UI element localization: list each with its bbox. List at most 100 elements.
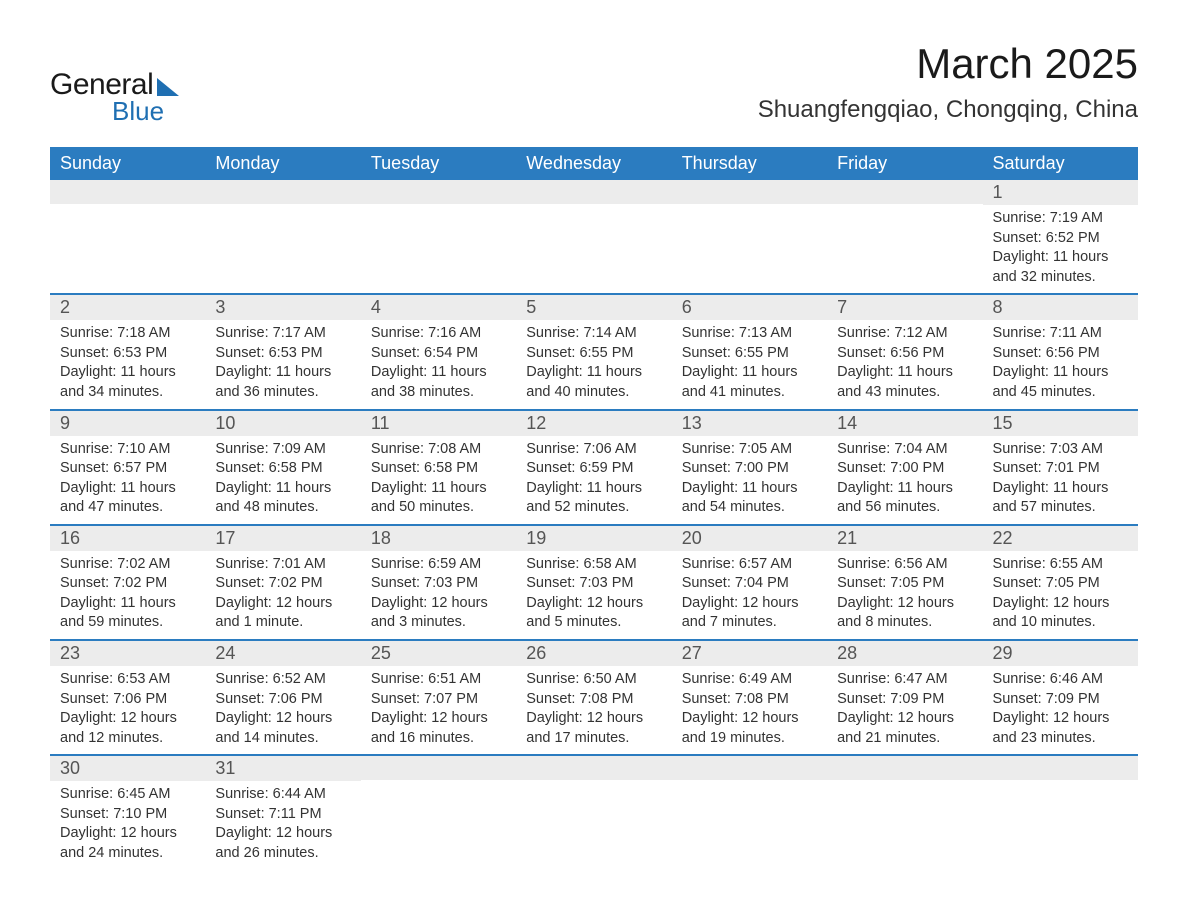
empty-day-num [361, 180, 516, 204]
sunset-text: Sunset: 7:03 PM [526, 574, 661, 594]
daylight-text: Daylight: 12 hours and 3 minutes. [371, 594, 506, 633]
sunrise-text: Sunrise: 6:45 AM [60, 785, 195, 805]
calendar-week-num-row: 9101112131415 [50, 410, 1138, 436]
day-number: 16 [50, 526, 205, 551]
sunset-text: Sunset: 6:56 PM [993, 344, 1128, 364]
daylight-text: Daylight: 11 hours and 40 minutes. [526, 363, 661, 402]
sunset-text: Sunset: 7:07 PM [371, 690, 506, 710]
day-number: 1 [983, 180, 1138, 205]
sunset-text: Sunset: 6:58 PM [215, 459, 350, 479]
weekday-header: Monday [205, 147, 360, 180]
day-details: Sunrise: 7:18 AMSunset: 6:53 PMDaylight:… [50, 320, 205, 408]
empty-day-num [672, 756, 827, 780]
sunrise-text: Sunrise: 6:49 AM [682, 670, 817, 690]
day-details: Sunrise: 6:44 AMSunset: 7:11 PMDaylight:… [205, 781, 360, 869]
logo: General Blue [50, 40, 179, 127]
empty-day-body [827, 205, 982, 283]
sunset-text: Sunset: 6:54 PM [371, 344, 506, 364]
weekday-header: Tuesday [361, 147, 516, 180]
day-details: Sunrise: 6:58 AMSunset: 7:03 PMDaylight:… [516, 551, 671, 639]
sunset-text: Sunset: 6:58 PM [371, 459, 506, 479]
sunset-text: Sunset: 7:06 PM [215, 690, 350, 710]
sunrise-text: Sunrise: 7:04 AM [837, 440, 972, 460]
sunrise-text: Sunrise: 7:19 AM [993, 209, 1128, 229]
empty-day-body [672, 205, 827, 283]
sunrise-text: Sunrise: 6:51 AM [371, 670, 506, 690]
empty-day-body [516, 205, 671, 283]
sunset-text: Sunset: 6:52 PM [993, 229, 1128, 249]
weekday-header: Friday [827, 147, 982, 180]
day-number: 23 [50, 641, 205, 666]
day-number: 21 [827, 526, 982, 551]
sunrise-text: Sunrise: 6:44 AM [215, 785, 350, 805]
daylight-text: Daylight: 11 hours and 59 minutes. [60, 594, 195, 633]
day-details: Sunrise: 6:46 AMSunset: 7:09 PMDaylight:… [983, 666, 1138, 754]
calendar-week-num-row: 3031 [50, 755, 1138, 781]
day-details: Sunrise: 7:06 AMSunset: 6:59 PMDaylight:… [516, 436, 671, 524]
day-details: Sunrise: 7:12 AMSunset: 6:56 PMDaylight:… [827, 320, 982, 408]
empty-day-body [672, 781, 827, 859]
day-number: 24 [205, 641, 360, 666]
empty-day-body [361, 781, 516, 859]
daylight-text: Daylight: 12 hours and 12 minutes. [60, 709, 195, 748]
sunset-text: Sunset: 6:59 PM [526, 459, 661, 479]
calendar-week-num-row: 1 [50, 180, 1138, 205]
sunrise-text: Sunrise: 6:59 AM [371, 555, 506, 575]
sunset-text: Sunset: 7:02 PM [215, 574, 350, 594]
day-number: 12 [516, 411, 671, 436]
day-number: 30 [50, 756, 205, 781]
empty-day-body [983, 781, 1138, 859]
day-details: Sunrise: 7:08 AMSunset: 6:58 PMDaylight:… [361, 436, 516, 524]
day-number: 5 [516, 295, 671, 320]
daylight-text: Daylight: 11 hours and 36 minutes. [215, 363, 350, 402]
calendar-week-body-row: Sunrise: 6:45 AMSunset: 7:10 PMDaylight:… [50, 781, 1138, 869]
sunset-text: Sunset: 7:02 PM [60, 574, 195, 594]
day-details: Sunrise: 7:10 AMSunset: 6:57 PMDaylight:… [50, 436, 205, 524]
sunset-text: Sunset: 6:55 PM [682, 344, 817, 364]
empty-day-num [361, 756, 516, 780]
day-number: 2 [50, 295, 205, 320]
day-details: Sunrise: 7:16 AMSunset: 6:54 PMDaylight:… [361, 320, 516, 408]
sunset-text: Sunset: 6:53 PM [215, 344, 350, 364]
empty-day-body [50, 205, 205, 283]
day-details: Sunrise: 7:14 AMSunset: 6:55 PMDaylight:… [516, 320, 671, 408]
day-details: Sunrise: 6:49 AMSunset: 7:08 PMDaylight:… [672, 666, 827, 754]
daylight-text: Daylight: 12 hours and 14 minutes. [215, 709, 350, 748]
day-number: 22 [983, 526, 1138, 551]
day-number: 29 [983, 641, 1138, 666]
day-number: 28 [827, 641, 982, 666]
sunset-text: Sunset: 7:05 PM [837, 574, 972, 594]
location-subtitle: Shuangfengqiao, Chongqing, China [758, 96, 1138, 124]
day-details: Sunrise: 6:50 AMSunset: 7:08 PMDaylight:… [516, 666, 671, 754]
sunrise-text: Sunrise: 7:08 AM [371, 440, 506, 460]
daylight-text: Daylight: 12 hours and 17 minutes. [526, 709, 661, 748]
empty-day-num [516, 756, 671, 780]
weekday-header: Thursday [672, 147, 827, 180]
sunrise-text: Sunrise: 6:56 AM [837, 555, 972, 575]
sunset-text: Sunset: 6:57 PM [60, 459, 195, 479]
day-details: Sunrise: 6:59 AMSunset: 7:03 PMDaylight:… [361, 551, 516, 639]
calendar-week-num-row: 23242526272829 [50, 640, 1138, 666]
daylight-text: Daylight: 12 hours and 7 minutes. [682, 594, 817, 633]
sunset-text: Sunset: 7:00 PM [837, 459, 972, 479]
sunset-text: Sunset: 7:03 PM [371, 574, 506, 594]
month-title: March 2025 [758, 40, 1138, 88]
daylight-text: Daylight: 11 hours and 47 minutes. [60, 479, 195, 518]
day-number: 27 [672, 641, 827, 666]
day-number: 8 [983, 295, 1138, 320]
day-details: Sunrise: 7:02 AMSunset: 7:02 PMDaylight:… [50, 551, 205, 639]
weekday-header: Sunday [50, 147, 205, 180]
day-number: 19 [516, 526, 671, 551]
sunrise-text: Sunrise: 7:05 AM [682, 440, 817, 460]
day-details: Sunrise: 7:09 AMSunset: 6:58 PMDaylight:… [205, 436, 360, 524]
sunset-text: Sunset: 7:09 PM [993, 690, 1128, 710]
daylight-text: Daylight: 12 hours and 10 minutes. [993, 594, 1128, 633]
weekday-header: Saturday [983, 147, 1138, 180]
calendar-week-body-row: Sunrise: 7:18 AMSunset: 6:53 PMDaylight:… [50, 320, 1138, 409]
day-details: Sunrise: 6:56 AMSunset: 7:05 PMDaylight:… [827, 551, 982, 639]
sunrise-text: Sunrise: 7:17 AM [215, 324, 350, 344]
daylight-text: Daylight: 11 hours and 57 minutes. [993, 479, 1128, 518]
empty-day-num [50, 180, 205, 204]
daylight-text: Daylight: 11 hours and 38 minutes. [371, 363, 506, 402]
day-details: Sunrise: 6:51 AMSunset: 7:07 PMDaylight:… [361, 666, 516, 754]
